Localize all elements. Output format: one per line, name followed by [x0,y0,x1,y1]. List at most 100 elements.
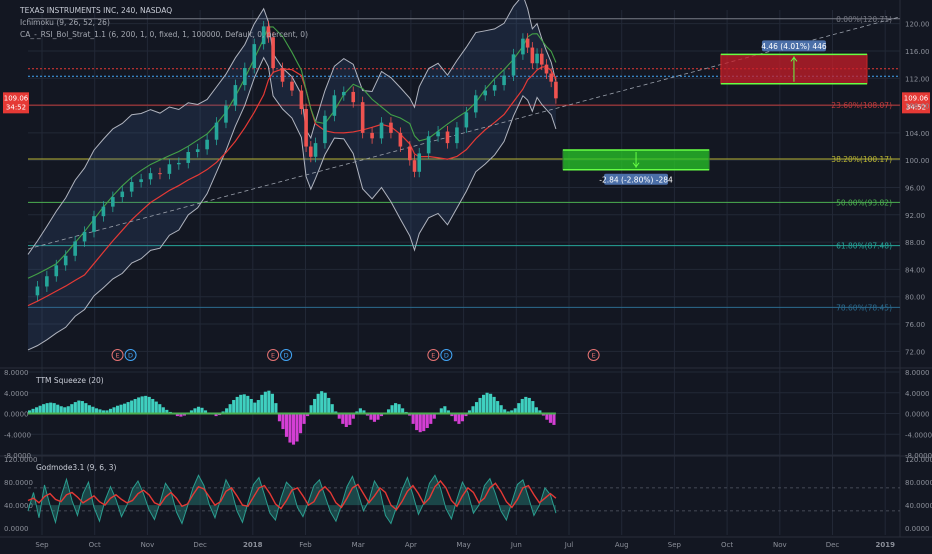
candle-body [539,53,544,65]
marker-letter: D [444,352,449,360]
squeeze-bar [182,413,186,416]
price-axis-tick-label: 88.00 [905,239,925,247]
godmode-axis-tick-label-left: 120.0000 [4,456,37,464]
time-axis-tick-label: Dec [193,541,207,549]
candle-body [525,38,530,48]
squeeze-bar [45,403,49,414]
godmode-primary-line [27,474,557,525]
squeeze-bar [242,394,246,414]
squeeze-bar [130,400,134,414]
squeeze-bar [450,413,454,417]
candle-body [73,241,77,256]
candle-body [445,131,450,144]
squeeze-axis-tick-label: 4.0000 [905,390,930,398]
candle-body [389,122,393,133]
squeeze-bar [108,408,113,414]
squeeze-bar [457,413,461,424]
squeeze-bar [401,408,405,414]
squeeze-axis-tick-label: -4.0000 [905,431,932,439]
squeeze-bar [372,413,377,422]
squeeze-bar [330,404,334,414]
squeeze-bar [196,406,201,414]
indicator-ichimoku-label[interactable]: Ichimoku (9, 26, 52, 26) [20,18,110,27]
squeeze-bar [151,398,155,414]
candle-body [554,81,558,99]
squeeze-bar [267,390,271,414]
fib-level-label: 78.60%(78.45) [836,303,892,312]
time-axis-tick-label: Aug [615,541,629,549]
candle-body [464,112,469,128]
squeeze-bar [341,413,345,424]
target-label-box [604,173,669,185]
earnings-marker-icon[interactable] [267,349,280,361]
squeeze-bar [467,410,472,414]
squeeze-axis-tick-label-left: -4.0000 [4,431,31,439]
squeeze-bar [256,400,260,414]
squeeze-bar [235,396,239,414]
dividend-marker-icon[interactable] [280,349,293,361]
candle-body [177,162,181,165]
squeeze-bar [503,409,507,414]
price-panel[interactable]: 0.00%(120.71) 23.60%(108.07) 38.20%(100.17… [3,0,930,361]
time-axis-tick-label: Jul [564,541,574,549]
squeeze-bar [49,402,53,414]
time-axis-tick-label: 2019 [875,541,895,549]
candle-body [214,122,219,140]
squeeze-bar [386,409,391,414]
squeeze-bar [316,393,320,414]
candle-body [535,53,539,64]
squeeze-bar [288,413,292,443]
dividend-marker-icon[interactable] [440,349,453,361]
candle-body [360,102,365,133]
squeeze-bar [418,413,422,433]
squeeze-bar [320,391,324,414]
squeeze-bar [249,398,253,414]
candle-body [511,54,516,76]
arrow-up-icon [790,56,798,62]
squeeze-bar [362,410,366,414]
squeeze-bar [390,405,394,414]
candle-body [167,164,172,174]
candle-body [233,85,238,106]
godmode-panel[interactable]: Godmode3.1 (9, 6, 3)120.0000120.000080.0… [4,456,932,533]
ttm-squeeze-panel[interactable]: TTM Squeeze (20) 8.0000 8.0000 4.0000 4.0000… [4,369,932,460]
candle-body [309,146,313,157]
godmode-title: Godmode3.1 (9, 6, 3) [36,463,117,472]
dividend-marker-icon[interactable] [124,349,137,361]
squeeze-bar [101,410,106,414]
squeeze-bar [548,413,552,423]
fib-level-label: 50.00%(93.82) [836,198,892,207]
squeeze-bar [126,402,130,414]
candle-body [224,105,228,123]
squeeze-bar [119,404,123,414]
candle-body [120,191,125,198]
bar-countdown-left: 34:52 [6,103,26,111]
squeeze-bar [295,413,299,442]
squeeze-bar [239,394,243,414]
candle-body [417,153,422,172]
squeeze-bar [52,403,56,414]
squeeze-bar [270,393,274,414]
earnings-marker-icon[interactable] [587,349,600,361]
indicator-rsi-bol-strat-label[interactable]: CA_-_RSI_Bol_Strat_1.1 (6, 200, 1, 0, fi… [20,30,308,39]
squeeze-bar [263,391,267,414]
earnings-marker-icon[interactable] [111,349,124,361]
candle-body [332,95,337,116]
candle-body [45,276,49,287]
candle-body [473,95,478,113]
godmode-signal-line [27,479,557,511]
time-axis-tick-label: Nov [141,541,155,549]
candle-body [195,149,200,152]
godmode-axis-tick-label-left: 40.0000 [4,502,33,510]
squeeze-bar [87,405,91,414]
squeeze-bar [432,413,436,419]
squeeze-bar [200,407,204,414]
earnings-marker-icon[interactable] [427,349,440,361]
price-axis-tick-label: 92.00 [905,212,925,220]
squeeze-bar [298,413,303,434]
price-axis-tick-label: 96.00 [905,185,925,193]
squeeze-bar [189,410,194,414]
candle-body [299,90,304,109]
